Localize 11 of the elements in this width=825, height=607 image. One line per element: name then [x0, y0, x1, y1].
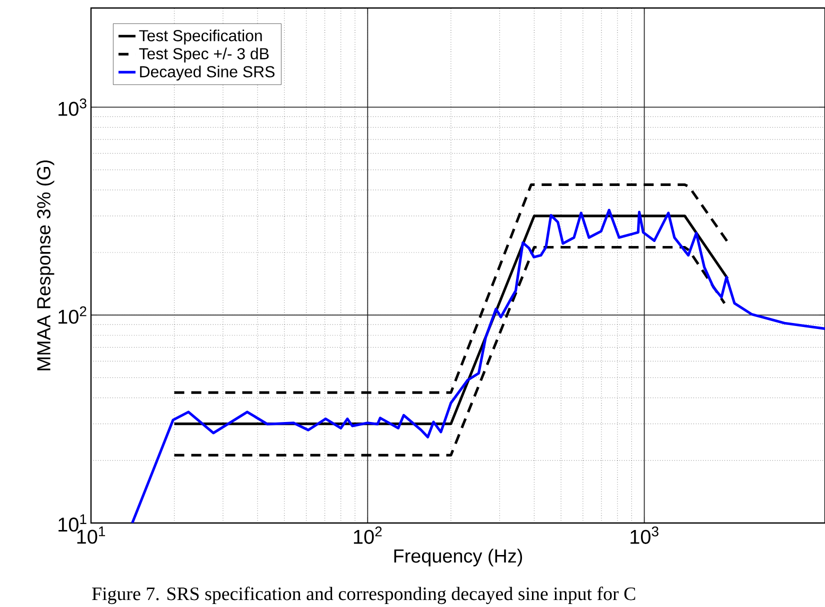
x-axis-title: Frequency (Hz)	[394, 548, 522, 566]
x-tick-label: 10$^{2}$	[354, 526, 382, 544]
legend-label: Test Specification	[139, 30, 262, 44]
y-tick-label: 10$^{3}$	[58, 98, 86, 116]
x-tick-label: 10$^{1}$	[77, 526, 106, 544]
y-axis-title: MMAA Response 3% (G)	[36, 160, 54, 370]
x-tick-label: 10$^{3}$	[630, 526, 658, 544]
y-tick-label: 10$^{2}$	[58, 306, 86, 324]
legend-label: Test Spec +/- 3 dB	[139, 48, 269, 63]
caption: Figure 7. SRS specification and corresponding decayed sine input for C	[92, 586, 636, 604]
legend-label: Decayed Sine SRS	[140, 66, 274, 81]
